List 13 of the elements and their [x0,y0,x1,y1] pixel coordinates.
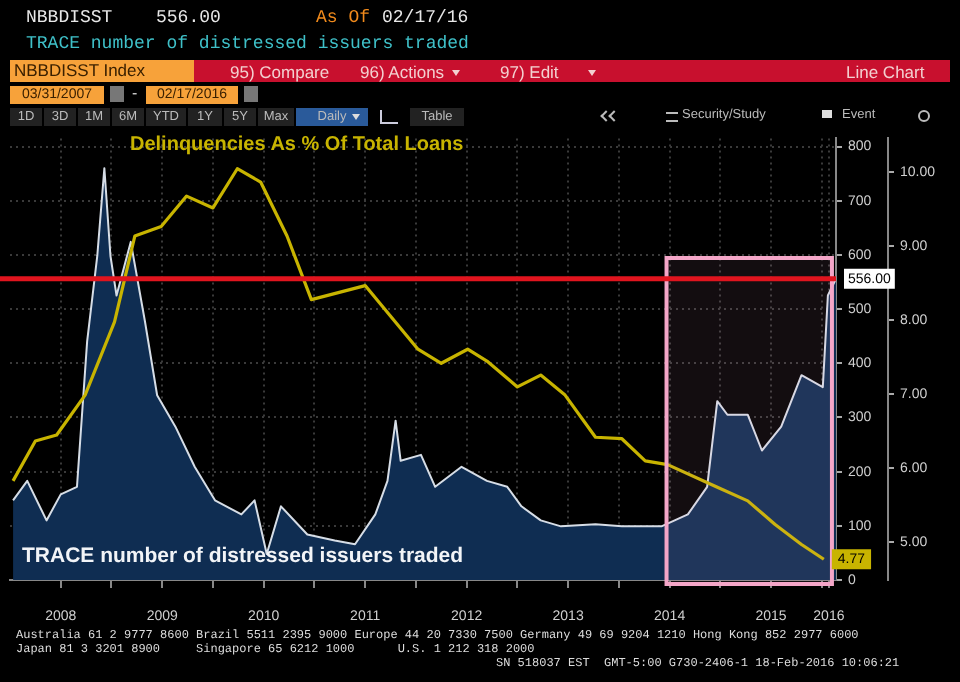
chart-title: TRACE number of distressed issuers traded [26,34,469,54]
text: 96) Actions [360,61,445,81]
text: - [132,84,138,102]
text: 556.00 [156,8,221,28]
text: NBBDISST Index [10,60,194,82]
text: 95) Compare [230,61,330,81]
text: Line Chart [846,61,925,81]
text: As Of [316,8,371,28]
text: 02/17/16 [382,8,469,28]
text: Delinquencies As % Of Total Loans [130,133,465,156]
text: 97) Edit [500,61,559,81]
text: NBBDISST [26,8,113,28]
series-label: TRACE number of distressed issuers traded [22,543,464,568]
